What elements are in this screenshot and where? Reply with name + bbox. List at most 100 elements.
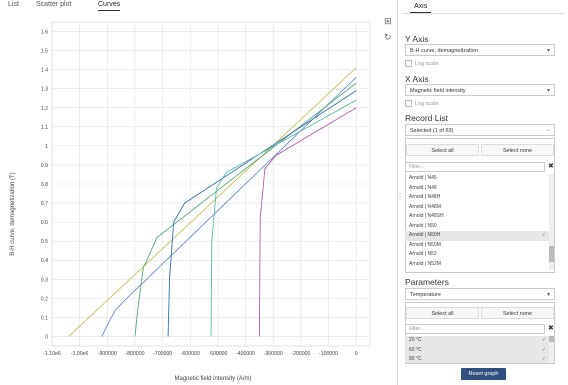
record-filter-input[interactable]: Filter... [405, 162, 545, 172]
series-line-2[interactable] [101, 76, 357, 337]
y-tick-label: 1.4 [41, 68, 48, 74]
y-log-scale-checkbox[interactable]: Log scale [405, 60, 439, 67]
list-item[interactable]: Arnold | N52M [405, 260, 550, 270]
list-item[interactable]: Arnold | N50M [405, 241, 550, 251]
tab-axis[interactable]: Axis [410, 2, 432, 13]
list-item[interactable]: 20 °C ✓ [405, 336, 550, 346]
list-item[interactable]: Arnold | N48M [405, 203, 550, 213]
y-tick-label: 0.6 [41, 220, 48, 226]
record-selected-dropdown[interactable]: Selected (1 of 63) − [405, 124, 555, 136]
x-tick-label: -600000 [181, 351, 200, 357]
y-axis-select[interactable]: B-H curve, demagnetization ▾ [405, 44, 555, 56]
series-line-6[interactable] [258, 107, 357, 337]
panel-tab-divider [402, 13, 564, 14]
panel-divider [397, 0, 398, 385]
parameters-title: Parameters [405, 277, 449, 287]
record-list: Arnold | N45 Arnold | N48 Arnold | N48H Arn… [405, 174, 550, 270]
x-tick-label: -900000 [98, 351, 117, 357]
y-tick-label: 1 [45, 144, 48, 150]
list-item-label: Arnold | N50 [409, 222, 437, 229]
scrollbar-thumb[interactable] [549, 336, 554, 342]
list-item[interactable]: Arnold | N50 [405, 222, 550, 232]
view-tabs: List Scatter plot Curves [0, 0, 395, 14]
y-tick-label: 1.5 [41, 49, 48, 55]
y-axis-select-value: B-H curve, demagnetization [410, 48, 478, 54]
parameter-list: 20 °C ✓ 60 °C ✓ 80 °C ✓ [405, 336, 550, 363]
y-tick-label: 1.6 [41, 30, 48, 36]
series-line-5[interactable] [210, 99, 357, 337]
list-item[interactable]: Arnold | N45 [405, 174, 550, 184]
list-item[interactable]: Arnold | N48SH [405, 212, 550, 222]
reset-graph-button[interactable]: Reset graph [461, 368, 506, 380]
chevron-down-icon: ▾ [546, 292, 550, 298]
splitter-handle-icon[interactable]: ⋮ [396, 192, 404, 201]
parameter-list-scrollbar[interactable] [549, 336, 554, 363]
collapse-icon: − [546, 128, 550, 134]
curves-chart: -1.10e6 -1.00e6 -900000 -800000 -700000 -6000… [10, 21, 371, 382]
settings-panel: Axis Y Axis B-H curve, demagnetization ▾… [402, 0, 564, 385]
list-item[interactable]: 80 °C ✓ [405, 355, 550, 363]
x-tick-label: -500000 [208, 351, 227, 357]
tab-list[interactable]: List [8, 1, 19, 8]
list-item-label: Arnold | N45 [409, 175, 437, 181]
y-tick-label: 0 [45, 334, 48, 340]
list-item-label: 80 °C [409, 356, 422, 362]
series-line-3[interactable] [134, 82, 357, 337]
list-item[interactable]: 60 °C ✓ [405, 345, 550, 355]
y-tick-labels: 0 0.1 0.2 0.3 0.4 0.5 0.6 0.7 0.8 0.9 1 1.1 1.2 1.3 1.… [41, 30, 48, 341]
record-filter-clear-icon[interactable]: ✖ [548, 163, 554, 170]
list-item-label: Arnold | N50M [409, 241, 441, 248]
list-item-label: Arnold | N50H [409, 232, 441, 238]
x-tick-label: -400000 [236, 351, 255, 357]
record-select-none-button[interactable]: Select none [481, 144, 554, 156]
check-icon: ✓ [541, 356, 546, 362]
x-log-scale-label: Log scale [415, 100, 439, 107]
record-list-scrollbar[interactable] [549, 174, 554, 270]
param-filter-input[interactable]: Filter... [405, 324, 545, 334]
x-tick-label: -1.00e6 [71, 351, 89, 357]
record-selected-count: Selected (1 of 63) [410, 128, 454, 134]
param-filter-clear-icon[interactable]: ✖ [548, 325, 554, 332]
check-icon: ✓ [541, 346, 546, 353]
check-icon: ✓ [541, 337, 546, 343]
record-select-all-button[interactable]: Select all [406, 144, 479, 156]
y-tick-label: 1.3 [41, 87, 48, 93]
x-tick-label: -100000 [319, 351, 338, 357]
parameters-select[interactable]: Temperature ▾ [405, 288, 555, 300]
list-item[interactable]: Arnold | N48H [405, 193, 550, 203]
param-select-all-button[interactable]: Select all [406, 307, 479, 319]
parameters-select-value: Temperature [410, 292, 441, 298]
y-tick-label: 0.3 [41, 277, 48, 283]
scrollbar-thumb[interactable] [549, 246, 554, 262]
y-tick-label: 0.4 [41, 258, 48, 264]
list-item-label: Arnold | N52 [409, 251, 437, 257]
chart-series[interactable] [68, 67, 357, 337]
list-item-label: Arnold | N48SH [409, 213, 444, 219]
refresh-icon[interactable]: ↻ [384, 32, 392, 42]
x-tick-label: -800000 [125, 351, 144, 357]
x-log-scale-checkbox[interactable]: Log scale [405, 100, 439, 107]
list-item[interactable]: Arnold | N50H ✓ [405, 231, 550, 241]
x-tick-label: -200000 [291, 351, 310, 357]
y-tick-label: 0.2 [41, 296, 48, 302]
tab-scatter-plot[interactable]: Scatter plot [36, 1, 72, 8]
list-item[interactable]: Arnold | N52 [405, 250, 550, 260]
list-item[interactable]: Arnold | N55 [405, 269, 550, 270]
list-item-label: Arnold | N48M [409, 203, 441, 210]
zoom-icon[interactable]: ⊞ [384, 16, 392, 26]
list-item-label: Arnold | N48 [409, 184, 437, 191]
x-axis-select-value: Magnetic field intensity [410, 88, 466, 94]
x-tick-label: 0 [355, 351, 358, 357]
list-item-label: 60 °C [409, 346, 422, 353]
list-item-label: Arnold | N52M [409, 260, 441, 267]
x-axis-select[interactable]: Magnetic field intensity ▾ [405, 84, 555, 96]
x-tick-label: -300000 [264, 351, 283, 357]
tab-curves[interactable]: Curves [98, 1, 121, 11]
param-select-none-button[interactable]: Select none [481, 307, 554, 319]
chevron-down-icon: ▾ [546, 48, 550, 54]
list-item[interactable]: Arnold | N48 [405, 184, 550, 194]
list-item-label: Arnold | N48H [409, 194, 441, 200]
y-tick-label: 0.1 [41, 315, 48, 321]
series-line-4[interactable] [167, 90, 357, 337]
series-line-1[interactable] [68, 67, 357, 337]
